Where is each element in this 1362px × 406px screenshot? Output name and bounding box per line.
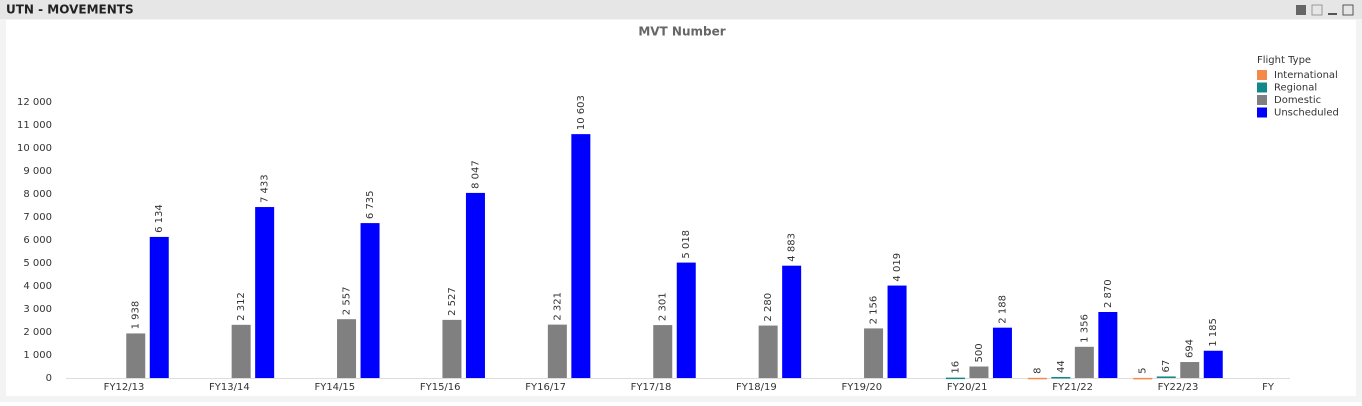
export-icon[interactable] (1311, 4, 1323, 16)
y-tick-label: 7 000 (23, 212, 52, 223)
value-label: 6 735 (365, 190, 376, 219)
value-label: 8 (1032, 367, 1043, 373)
y-tick-label: 6 000 (23, 235, 52, 246)
value-label: 2 557 (342, 287, 353, 316)
y-tick-label: 0 (46, 373, 52, 384)
print-icon[interactable] (1296, 5, 1306, 15)
value-label: 1 185 (1208, 318, 1219, 347)
legend-title: Flight Type (1257, 55, 1311, 66)
value-label: 2 312 (236, 292, 247, 321)
legend-label: International (1274, 70, 1338, 81)
bar (571, 134, 591, 378)
y-tick-label: 11 000 (17, 120, 52, 131)
value-label: 694 (1185, 339, 1196, 358)
legend-label: Domestic (1274, 95, 1321, 106)
bar (1027, 377, 1047, 380)
value-label: 2 280 (763, 293, 774, 322)
legend-swatch (1257, 95, 1267, 105)
bar (653, 325, 673, 378)
y-tick-label: 4 000 (23, 281, 52, 292)
y-tick-label: 5 000 (23, 258, 52, 269)
value-label: 1 938 (131, 301, 142, 330)
value-label: 2 870 (1103, 279, 1114, 308)
y-tick-label: 3 000 (23, 304, 52, 315)
value-label: 4 019 (892, 253, 903, 282)
x-tick-label: FY14/15 (314, 382, 355, 393)
legend-label: Unscheduled (1274, 108, 1339, 119)
bar (337, 319, 357, 378)
bar (1203, 350, 1223, 378)
bar (1133, 377, 1153, 380)
y-tick-label: 8 000 (23, 189, 52, 200)
value-label: 44 (1056, 360, 1067, 373)
x-axis-label: FY (1262, 382, 1275, 393)
bar (255, 207, 275, 378)
value-label: 4 883 (787, 233, 798, 262)
bar (782, 265, 802, 378)
bar (442, 319, 462, 378)
x-tick-label: FY17/18 (631, 382, 672, 393)
value-label: 2 188 (997, 295, 1008, 324)
y-tick-label: 1 000 (23, 350, 52, 361)
value-label: 2 156 (869, 296, 880, 325)
y-tick-label: 10 000 (17, 143, 52, 154)
value-label: 5 (1138, 368, 1149, 374)
legend-swatch (1257, 107, 1267, 118)
x-tick-label: FY16/17 (525, 382, 566, 393)
x-tick-label: FY12/13 (104, 382, 145, 393)
chart-title: MVT Number (638, 25, 725, 39)
value-label: 2 527 (447, 287, 458, 316)
value-label: 7 433 (260, 174, 271, 203)
bar (1098, 311, 1118, 378)
x-tick-label: FY18/19 (736, 382, 777, 393)
bar (1180, 362, 1200, 378)
bar (149, 236, 169, 378)
value-label: 2 301 (658, 292, 669, 321)
x-tick-label: FY22/23 (1158, 382, 1199, 393)
x-tick-label: FY15/16 (420, 382, 461, 393)
y-tick-label: 12 000 (17, 97, 52, 108)
value-label: 67 (1161, 360, 1172, 373)
bar (126, 333, 146, 378)
value-label: 10 603 (576, 95, 587, 130)
bar (1156, 376, 1176, 378)
bar (992, 327, 1012, 378)
bar (887, 285, 907, 378)
legend-swatch (1257, 70, 1267, 80)
x-tick-label: FY19/20 (841, 382, 882, 393)
x-tick-label: FY21/22 (1052, 382, 1093, 393)
x-tick-label: FY20/21 (947, 382, 988, 393)
window-header (0, 0, 1362, 19)
bar (758, 325, 778, 378)
bar (360, 223, 380, 378)
bar (864, 328, 884, 378)
y-tick-label: 2 000 (23, 327, 52, 338)
maximize-icon[interactable] (1342, 4, 1354, 16)
x-tick-label: FY13/14 (209, 382, 250, 393)
y-tick-label: 9 000 (23, 166, 52, 177)
legend-label: Regional (1274, 83, 1317, 94)
value-label: 8 047 (470, 160, 481, 189)
value-label: 16 (950, 361, 961, 374)
bar (231, 324, 251, 378)
value-label: 1 356 (1079, 314, 1090, 343)
window-title: UTN - MOVEMENTS (6, 3, 134, 17)
bar (547, 324, 567, 378)
value-label: 6 134 (154, 204, 165, 233)
bar (676, 262, 696, 378)
legend-swatch (1257, 82, 1267, 93)
value-label: 5 018 (681, 230, 692, 259)
bar (1074, 346, 1094, 378)
bar (1051, 376, 1071, 379)
value-label: 500 (974, 343, 985, 362)
bar (945, 377, 965, 380)
bar (969, 366, 989, 378)
bar (465, 192, 485, 378)
value-label: 2 321 (552, 292, 563, 321)
